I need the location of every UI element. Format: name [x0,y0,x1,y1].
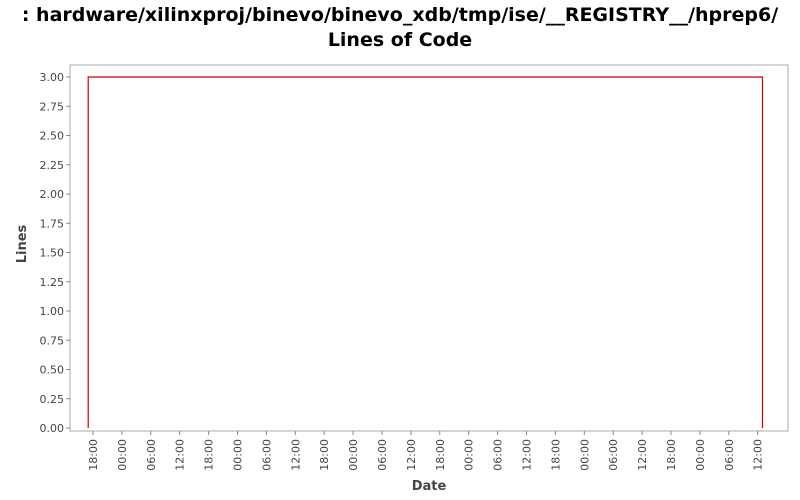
x-tick-label: 18:00 [318,439,331,471]
y-tick-label: 2.75 [40,100,65,113]
series-line [87,76,764,428]
x-tick-label: 00:00 [463,439,476,471]
y-axis-label: Lines [15,224,30,263]
y-tick-label: 0.25 [40,393,65,406]
x-tick-label: 00:00 [347,439,360,471]
plot-area [69,64,789,432]
x-tick-label: 06:00 [260,439,273,471]
series-group [87,76,764,428]
x-tick-label: 12:00 [174,439,187,471]
y-tick-label: 1.00 [40,305,65,318]
x-tick-label: 06:00 [607,439,620,471]
y-tick-label: 0.50 [40,364,65,377]
x-tick-label: 18:00 [203,439,216,471]
y-tick-label: 1.75 [40,217,65,230]
x-tick-label: 18:00 [665,439,678,471]
x-tick-label: 18:00 [549,439,562,471]
y-tick-label: 2.00 [40,188,65,201]
y-tick-label: 2.50 [40,130,65,143]
chart-title-line2: Lines of Code [327,29,473,51]
y-tick-label: 1.50 [40,247,65,260]
x-tick-label: 00:00 [232,439,245,471]
x-tick-label: 06:00 [723,439,736,471]
x-tick-label: 12:00 [521,439,534,471]
y-tick-label: 0.00 [40,422,65,435]
y-tick-label: 3.00 [40,71,65,84]
y-tick-label: 2.25 [40,159,65,172]
y-tick-label: 1.25 [40,276,65,289]
x-tick-label: 06:00 [376,439,389,471]
y-axis-ticks: 0.00 0.25 0.50 0.75 1.00 1.25 1.50 1.75 2.00 2.25… [40,71,70,435]
x-tick-label: 00:00 [578,439,591,471]
x-tick-label: 12:00 [405,439,418,471]
x-tick-label: 06:00 [145,439,158,471]
y-tick-label: 0.75 [40,334,65,347]
x-tick-label: 00:00 [694,439,707,471]
chart-title-line1: : hardware/xilinxproj/binevo/binevo_xdb/… [21,4,779,26]
x-tick-label: 00:00 [116,439,129,471]
x-axis-ticks: 18:00 00:00 06:00 12:00 18:00 00:00 06:00 12:00… [87,431,765,471]
x-axis-label: Date [412,479,447,494]
x-tick-label: 18:00 [87,439,100,471]
x-tick-label: 06:00 [492,439,505,471]
x-tick-label: 12:00 [752,439,765,471]
x-tick-label: 12:00 [636,439,649,471]
x-tick-label: 18:00 [434,439,447,471]
x-tick-label: 12:00 [289,439,302,471]
